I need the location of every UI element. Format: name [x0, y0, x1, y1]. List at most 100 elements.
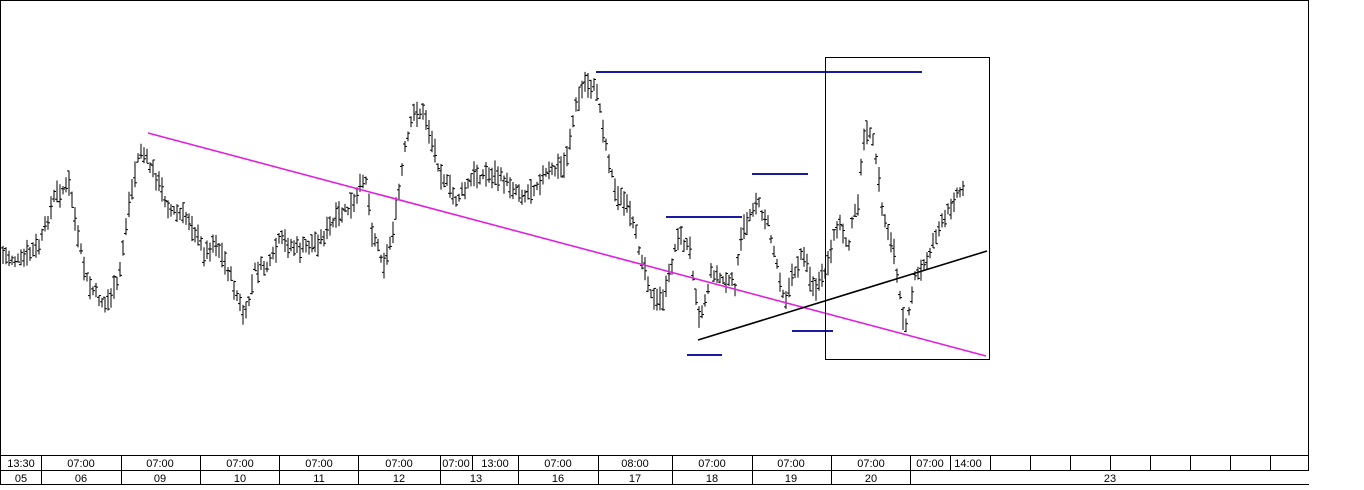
date-axis-label: 11 — [313, 473, 324, 485]
ohlc-bar — [181, 202, 185, 224]
ohlc-bar — [739, 227, 743, 251]
ohlc-bar — [787, 277, 791, 298]
ohlc-bar — [595, 83, 599, 101]
ohlc-bar — [361, 174, 365, 189]
time-axis-label: 07:00 — [777, 458, 805, 470]
ohlc-bar — [484, 162, 488, 187]
ohlc-bar — [946, 203, 950, 215]
ohlc-bar — [802, 247, 806, 267]
ohlc-bar — [925, 252, 929, 270]
ohlc-bar — [589, 79, 593, 99]
ohlc-bar — [430, 130, 434, 153]
ohlc-bar — [619, 187, 623, 206]
ohlc-bar — [40, 228, 44, 241]
ohlc-bar — [544, 167, 548, 177]
ohlc-bar — [340, 207, 344, 223]
ohlc-bar — [289, 238, 293, 252]
ohlc-bar — [880, 202, 884, 216]
date-axis-label: 12 — [393, 473, 405, 485]
ohlc-bar — [571, 115, 575, 128]
ohlc-bar — [7, 250, 11, 267]
ohlc-bar — [238, 293, 242, 312]
ohlc-bar — [601, 119, 605, 143]
ohlc-bar — [388, 236, 392, 250]
ohlc-bar — [505, 172, 509, 187]
ohlc-bar — [877, 167, 881, 192]
ohlc-bar — [697, 306, 701, 328]
ohlc-bar — [511, 182, 515, 200]
ohlc-bar — [241, 304, 245, 325]
ohlc-bar — [31, 242, 35, 257]
ohlc-bar — [121, 240, 125, 256]
ohlc-bar — [199, 236, 203, 251]
ohlc-bar — [103, 296, 107, 313]
ohlc-bar — [529, 179, 533, 204]
ohlc-bar — [166, 200, 170, 219]
ohlc-bar — [217, 243, 221, 258]
ohlc-bar — [316, 234, 320, 257]
ohlc-bar — [553, 165, 557, 177]
ohlc-bar — [454, 195, 458, 207]
time-axis-label: 08:00 — [621, 458, 649, 470]
ohlc-bar — [745, 212, 749, 236]
ohlc-bar — [856, 194, 860, 216]
ohlc-bar — [280, 230, 284, 245]
ohlc-bar — [922, 259, 926, 271]
ohlc-bar — [742, 214, 746, 240]
ohlc-bar — [838, 214, 842, 231]
ohlc-bar — [835, 221, 839, 239]
ohlc-bar — [871, 133, 875, 146]
trendline-up — [697, 250, 988, 341]
ohlc-bar — [214, 234, 218, 257]
ohlc-bar — [652, 287, 656, 310]
ohlc-bar — [457, 193, 461, 202]
ohlc-bar — [961, 180, 965, 196]
ohlc-bar — [943, 209, 947, 228]
ohlc-bar — [130, 179, 134, 200]
ohlc-bar — [370, 222, 374, 247]
ohlc-bar — [70, 191, 74, 208]
ohlc-bar — [79, 243, 83, 255]
ohlc-bar — [271, 246, 275, 260]
ohlc-bar — [412, 103, 416, 121]
ohlc-bar — [322, 230, 326, 247]
ohlc-bar — [820, 263, 824, 287]
ohlc-bar — [445, 174, 449, 186]
ohlc-bar — [307, 240, 311, 255]
ohlc-bar — [310, 234, 314, 253]
ohlc-bar — [736, 254, 740, 266]
ohlc-bar — [1, 245, 5, 264]
ohlc-bar — [607, 154, 611, 174]
ohlc-bar — [598, 103, 602, 113]
ohlc-bar — [379, 254, 383, 263]
ohlc-bar — [547, 161, 551, 180]
ohlc-bar — [673, 243, 677, 253]
ohlc-bar — [526, 184, 530, 200]
ohlc-bar — [82, 256, 86, 281]
ohlc-bar — [94, 282, 98, 298]
ohlc-bar — [688, 236, 692, 259]
ohlc-bar — [904, 318, 908, 333]
ohlc-bar — [427, 120, 431, 144]
ohlc-bar — [142, 147, 146, 164]
time-axis-label: 07:00 — [67, 458, 95, 470]
ohlc-bar — [211, 234, 215, 253]
ohlc-bar — [487, 167, 491, 183]
ohlc-bar — [748, 209, 752, 222]
ohlc-bar — [712, 270, 716, 282]
ohlc-bar — [232, 280, 236, 300]
ohlc-bar — [304, 238, 308, 253]
ohlc-bar — [778, 272, 782, 292]
ohlc-bar — [451, 186, 455, 205]
ohlc-bar — [409, 116, 413, 128]
ohlc-bar — [124, 218, 128, 236]
ohlc-bar — [676, 227, 680, 251]
ohlc-bar — [58, 184, 62, 208]
ohlc-bar — [34, 233, 38, 258]
ohlc-bar — [4, 247, 8, 265]
ohlc-bar — [757, 197, 761, 208]
ohlc-bar — [67, 170, 71, 196]
ohlc-bar — [586, 73, 590, 98]
ohlc-bar — [928, 247, 932, 259]
ohlc-bar — [535, 181, 539, 191]
